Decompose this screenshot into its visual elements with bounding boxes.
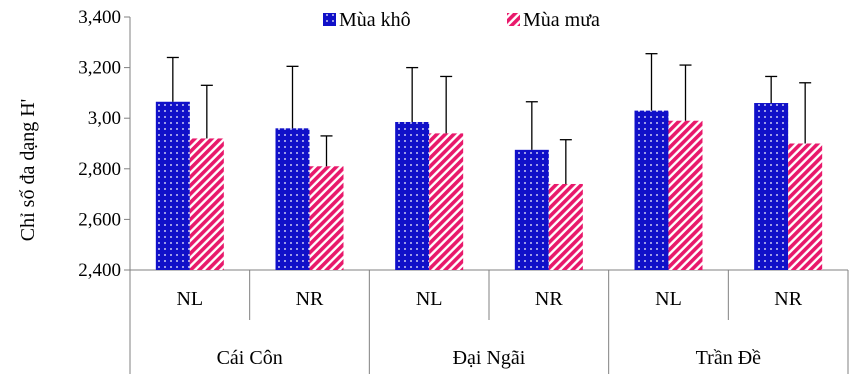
- y-tick-label: 3,200: [78, 58, 121, 79]
- x-category-label: NL: [176, 288, 203, 310]
- bar-mua-kho: [275, 128, 310, 270]
- bar-mua-mua: [309, 166, 344, 270]
- bar-mua-mua: [429, 133, 464, 270]
- x-group-label: Đại Ngãi: [453, 347, 526, 369]
- x-group-label: Trần Đề: [696, 347, 761, 369]
- x-category-label: NR: [535, 288, 563, 310]
- bar-mua-kho: [395, 121, 430, 271]
- x-category-label: NL: [655, 288, 682, 310]
- y-axis-title: Chỉ số đa dạng H': [17, 99, 39, 241]
- x-category-label: NR: [296, 288, 324, 310]
- y-tick-label: 3,00: [88, 108, 121, 129]
- bar-mua-kho: [514, 149, 549, 270]
- bar-mua-kho: [155, 101, 190, 270]
- x-group-label: Cái Côn: [217, 347, 283, 369]
- y-tick-label: 2,400: [78, 260, 121, 281]
- bar-mua-kho: [634, 110, 669, 270]
- y-tick-label: 2,600: [78, 209, 121, 230]
- legend-swatch-mua-kho: [323, 13, 336, 26]
- y-tick-label: 2,800: [78, 159, 121, 180]
- bar-mua-mua: [668, 120, 703, 270]
- y-tick-label: 3,400: [78, 7, 121, 28]
- legend-label: Mùa mưa: [523, 9, 600, 31]
- bar-mua-mua: [548, 183, 583, 270]
- x-category-label: NL: [416, 288, 443, 310]
- legend-swatch-mua-mua: [507, 13, 520, 26]
- legend-label: Mùa khô: [339, 9, 411, 31]
- x-category-label: NR: [774, 288, 802, 310]
- bar-mua-mua: [788, 143, 823, 270]
- bar-mua-kho: [754, 103, 789, 271]
- bar-mua-mua: [189, 138, 224, 270]
